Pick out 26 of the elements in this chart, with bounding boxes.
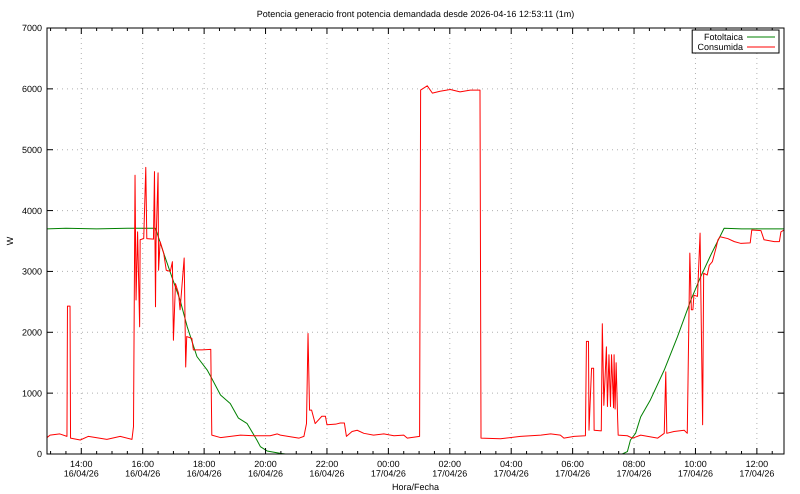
y-tick-label: 5000	[22, 144, 42, 155]
y-tick-label: 2000	[22, 327, 42, 338]
x-tick-label: 22:00 16/04/26	[309, 459, 344, 478]
chart-title: Potencia generacio front potencia demandada desde 2026-04-16 12:53:11 (1m)	[256, 9, 574, 19]
x-tick-label: 16:00 16/04/26	[125, 459, 160, 478]
x-tick-label: 14:00 16/04/26	[64, 459, 99, 478]
x-tick-label: 10:00 17/04/26	[678, 459, 713, 478]
y-tick-label: 6000	[22, 84, 42, 94]
x-tick-label: 00:00 17/04/26	[370, 459, 406, 478]
legend-label: Fotoltaica	[704, 32, 743, 42]
y-tick-label: 4000	[22, 206, 42, 216]
y-tick-label: 1000	[22, 388, 42, 398]
y-tick-label: 3000	[22, 266, 42, 277]
y-axis-title: W	[5, 236, 15, 246]
x-tick-label: 04:00 17/04/26	[494, 459, 529, 478]
legend-label: Consumida	[697, 42, 743, 52]
x-tick-label: 12:00 17/04/26	[739, 459, 774, 478]
line-series	[46, 85, 784, 441]
x-tick-label: 18:00 16/04/26	[186, 459, 222, 478]
x-tick-label: 08:00 17/04/26	[616, 459, 652, 478]
x-tick-label: 02:00 17/04/26	[432, 459, 468, 478]
y-tick-label: 7000	[22, 23, 42, 34]
x-axis-title: Hora/Fecha	[392, 482, 440, 492]
x-tick-label: 20:00 16/04/26	[248, 459, 284, 478]
y-tick-label: 0	[36, 449, 42, 460]
x-tick-label: 06:00 17/04/26	[555, 459, 590, 478]
